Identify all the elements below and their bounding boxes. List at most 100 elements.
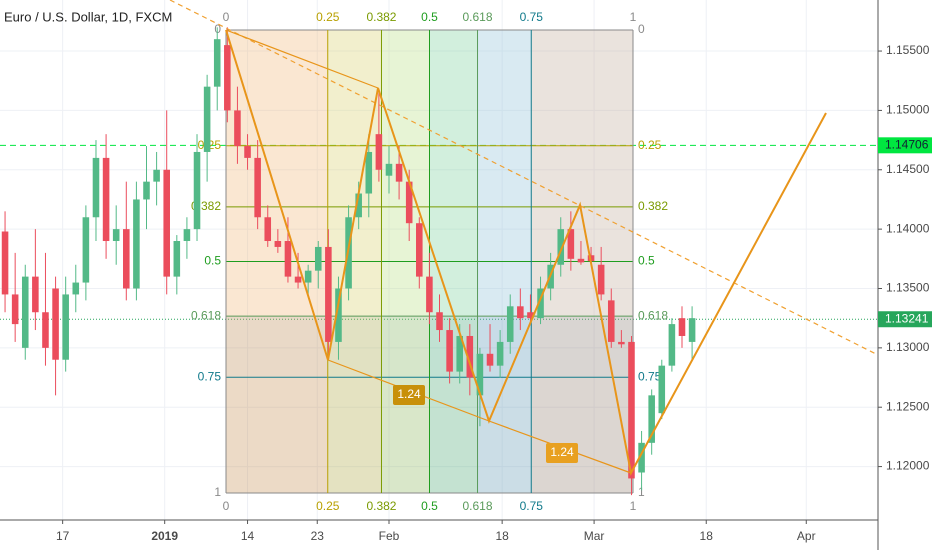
candle-body xyxy=(143,181,150,200)
y-tick-label: 1.12000 xyxy=(886,459,930,473)
candle-body xyxy=(476,353,484,396)
fib-label-left: 0.5 xyxy=(204,254,221,268)
candle-body xyxy=(405,181,413,224)
y-tick-label: 1.14500 xyxy=(886,162,930,176)
candle-body xyxy=(678,318,686,336)
time-fib-label-top: 0.5 xyxy=(421,10,438,24)
time-fib-label-bottom: 0.618 xyxy=(463,499,493,513)
candle-body xyxy=(163,169,170,277)
pattern-label: 1.24 xyxy=(397,387,421,401)
candle-body xyxy=(496,341,504,366)
fib-retracement: 000.250.250.3820.3820.50.50.6180.6180.75… xyxy=(191,10,668,513)
candle-body xyxy=(557,229,565,265)
candle-body xyxy=(112,229,120,242)
candle-body xyxy=(11,294,19,325)
time-fib-label-top: 0.382 xyxy=(366,10,396,24)
y-tick-label: 1.15000 xyxy=(886,103,930,117)
candle-body xyxy=(92,157,100,218)
candle-body xyxy=(224,45,231,111)
x-tick-label: 17 xyxy=(56,529,70,543)
candle-body xyxy=(375,134,383,170)
candle-body xyxy=(456,335,463,372)
candle-body xyxy=(355,193,362,218)
drawings: 1.24 1.24 xyxy=(169,0,879,476)
candle-body xyxy=(244,146,251,158)
time-fib-label-top: 1 xyxy=(630,10,637,24)
candle-body xyxy=(577,258,585,263)
time-fib-label-top: 0 xyxy=(223,10,230,24)
candle-body xyxy=(597,264,605,295)
fib-label-right: 0.382 xyxy=(638,199,668,213)
candle-body xyxy=(314,246,322,271)
candle-body xyxy=(193,151,201,230)
trend-line xyxy=(169,0,879,356)
candle-body xyxy=(335,288,342,342)
candle-body xyxy=(416,223,423,277)
candle-body xyxy=(203,86,211,152)
fib-label-left: 0.75 xyxy=(198,369,222,383)
fib-label-right: 0.618 xyxy=(638,308,668,322)
candle-body xyxy=(668,324,676,366)
candle-body xyxy=(304,270,312,283)
candle-body xyxy=(638,442,645,473)
candle-body xyxy=(264,217,272,242)
y-tick-label: 1.13000 xyxy=(886,340,930,354)
time-fib-label-bottom: 0 xyxy=(223,499,230,513)
fib-label-right: 0.75 xyxy=(638,369,662,383)
candle-body xyxy=(52,288,59,360)
candle-body xyxy=(133,199,140,289)
x-tick-label: Mar xyxy=(584,529,605,543)
time-fib-label-top: 0.25 xyxy=(316,10,340,24)
pattern-line xyxy=(327,359,632,474)
candle-body xyxy=(294,276,302,283)
candle-body xyxy=(628,341,635,479)
pattern-line xyxy=(225,29,379,89)
fib-label-right: 1 xyxy=(638,485,645,499)
candle-body xyxy=(446,330,453,372)
time-fib-label-bottom: 0.382 xyxy=(366,499,396,513)
candle-body xyxy=(527,312,534,319)
pattern-label-box xyxy=(393,385,425,405)
candle-body xyxy=(213,39,221,87)
candle-body xyxy=(658,365,666,414)
candle-body xyxy=(426,276,433,313)
x-tick-label: 23 xyxy=(311,529,325,543)
candle-body xyxy=(284,241,292,277)
fib-label-left: 0 xyxy=(214,22,221,36)
time-fib-label-bottom: 0.25 xyxy=(316,499,340,513)
x-tick-label: Feb xyxy=(379,529,400,543)
candle-body xyxy=(506,306,514,342)
x-tick-label: 18 xyxy=(495,529,509,543)
fib-label-left: 1 xyxy=(214,485,221,499)
y-tick-label: 1.14000 xyxy=(886,221,930,235)
y-tick-label: 1.15500 xyxy=(886,43,930,57)
x-tick-label: 14 xyxy=(241,529,255,543)
candle-body xyxy=(436,312,443,331)
candle-body xyxy=(618,341,625,345)
candle-body xyxy=(102,157,110,242)
candle-body xyxy=(486,353,494,366)
price-label-box xyxy=(878,137,932,154)
price-label-box xyxy=(878,311,932,328)
candle-body xyxy=(153,169,160,182)
candle-body xyxy=(173,241,181,277)
candle-body xyxy=(517,306,524,319)
candle-body xyxy=(385,163,393,176)
y-tick-label: 1.12500 xyxy=(886,399,930,413)
x-tick-label: Apr xyxy=(797,529,816,543)
fib-label-left: 0.618 xyxy=(191,308,221,322)
candle-body xyxy=(42,312,49,348)
fib-label-right: 0 xyxy=(638,22,645,36)
candle-body xyxy=(537,288,544,319)
price-axis-bg xyxy=(878,0,932,550)
time-fib-label-bottom: 1 xyxy=(630,499,637,513)
candle-body xyxy=(688,318,696,342)
pattern-label: 1.24 xyxy=(550,445,574,459)
candle-body xyxy=(123,229,130,289)
candle-body xyxy=(82,217,90,283)
candle-body xyxy=(325,246,332,342)
candle-body xyxy=(62,294,69,360)
candle-body xyxy=(274,241,282,247)
